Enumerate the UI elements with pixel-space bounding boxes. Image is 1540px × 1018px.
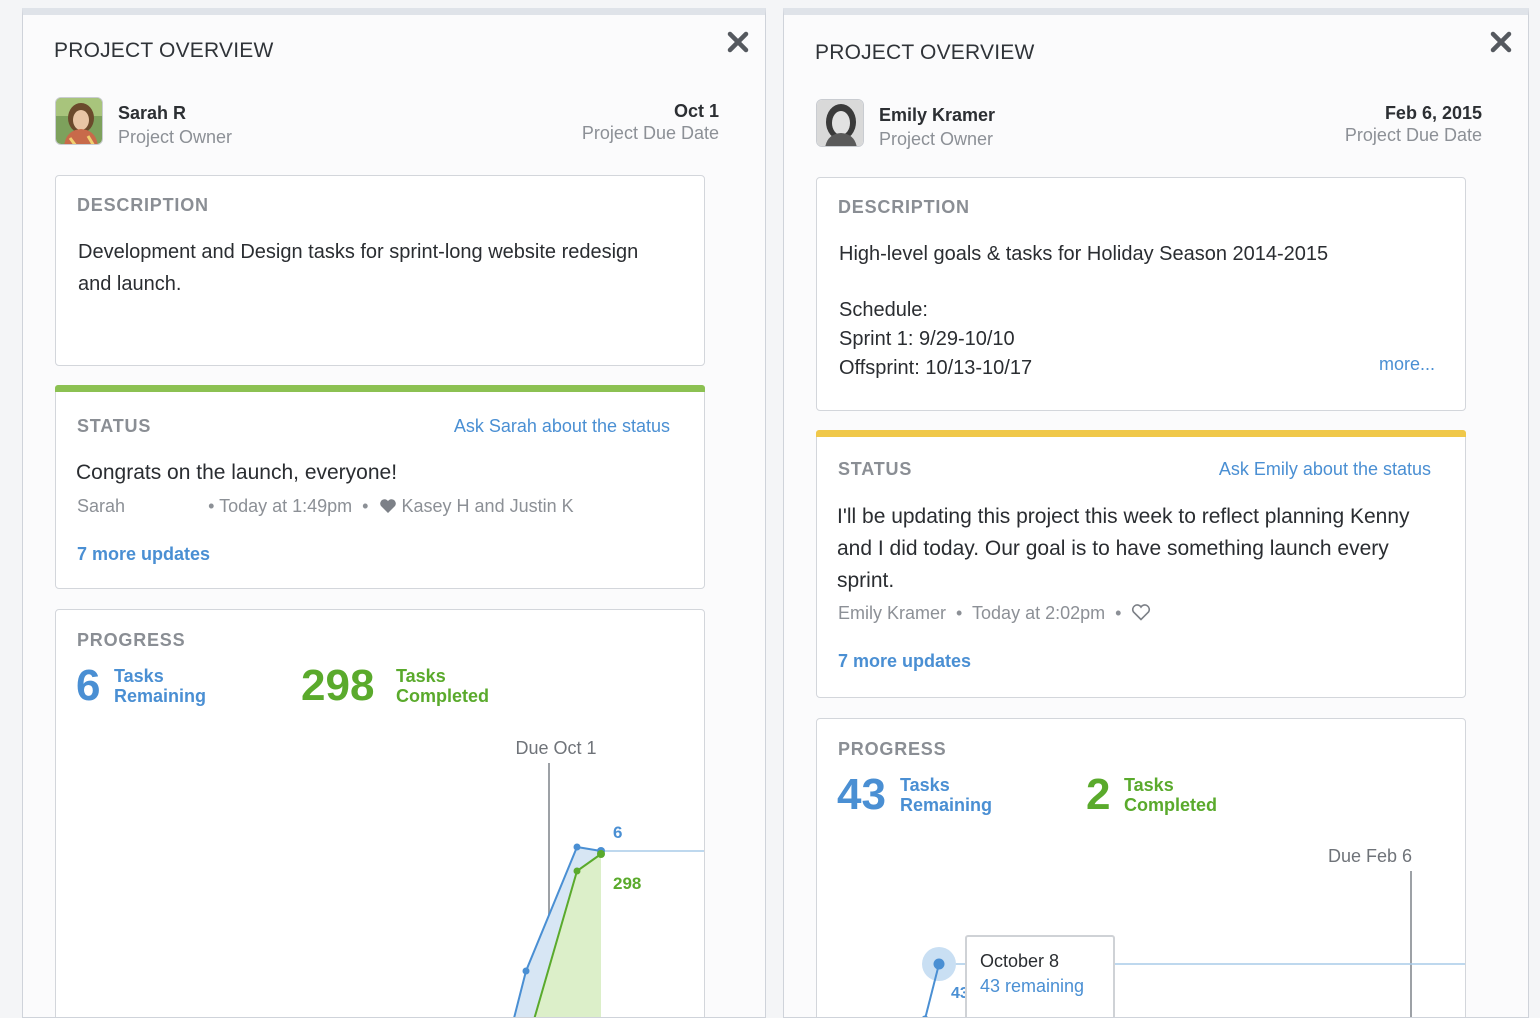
close-icon[interactable]: [725, 29, 751, 55]
more-updates-link[interactable]: 7 more updates: [838, 651, 971, 672]
due-marker-label: Due Oct 1: [515, 738, 596, 758]
status-meta: Emily Kramer • Today at 2:02pm •: [838, 603, 1151, 624]
status-color-bar: [55, 385, 705, 392]
description-line: Offsprint: 10/13-10/17: [839, 354, 1425, 383]
due-date-label: Project Due Date: [582, 123, 719, 144]
panel-title: PROJECT OVERVIEW: [54, 39, 273, 63]
description-line: High-level goals & tasks for Holiday Sea…: [839, 238, 1425, 270]
status-author: Sarah: [77, 496, 125, 516]
panel-title: PROJECT OVERVIEW: [815, 41, 1034, 65]
remaining-end-label: 6: [613, 823, 622, 842]
owner-role: Project Owner: [118, 127, 232, 148]
ask-about-status-link[interactable]: Ask Emily about the status: [1219, 459, 1431, 480]
description-card: DESCRIPTION High-level goals & tasks for…: [816, 177, 1466, 411]
status-heading: STATUS: [77, 416, 151, 437]
separator-dot: •: [951, 603, 967, 623]
status-time: Today at 2:02pm: [972, 603, 1105, 623]
remaining-point: [574, 844, 581, 851]
description-more-link[interactable]: more...: [1379, 354, 1435, 375]
due-date-label: Project Due Date: [1345, 125, 1482, 146]
status-message: Congrats on the launch, everyone!: [76, 457, 674, 489]
project-overview-panel-right: PROJECT OVERVIEW Emily Kramer Project Ow…: [783, 8, 1529, 1018]
status-time: Today at 1:49pm: [219, 496, 352, 516]
completed-point: [574, 868, 581, 875]
project-overview-panel-left: PROJECT OVERVIEW Sarah R Project Owner O…: [22, 8, 766, 1018]
owner-name[interactable]: Emily Kramer: [879, 105, 995, 126]
owner-name[interactable]: Sarah R: [118, 103, 186, 124]
description-line: Schedule:: [839, 296, 1425, 325]
status-card: STATUS Ask Emily about the status I'll b…: [816, 430, 1466, 698]
status-likes[interactable]: Kasey H and Justin K: [402, 496, 574, 516]
heart-outline-icon[interactable]: [1131, 603, 1151, 623]
status-color-bar: [816, 430, 1466, 437]
owner-role: Project Owner: [879, 129, 993, 150]
due-date: Oct 1: [674, 101, 719, 122]
heart-icon[interactable]: [379, 496, 397, 516]
owner-avatar: [55, 97, 103, 145]
status-heading: STATUS: [838, 459, 912, 480]
remaining-point: [523, 968, 530, 975]
status-meta: Sarah • Today at 1:49pm • Kasey H and Ju…: [77, 496, 574, 517]
burnup-chart: Due Feb 6 43: [817, 719, 1466, 1018]
description-card: DESCRIPTION Development and Design tasks…: [55, 175, 705, 366]
chart-tooltip: October 8 43 remaining: [965, 935, 1115, 1018]
completed-end-label: 298: [613, 874, 641, 893]
description-heading: DESCRIPTION: [77, 195, 209, 216]
ask-about-status-link[interactable]: Ask Sarah about the status: [454, 416, 670, 437]
remaining-point: [934, 959, 945, 970]
description-line: Sprint 1: 9/29-10/10: [839, 325, 1425, 354]
status-card: STATUS Ask Sarah about the status Congra…: [55, 385, 705, 589]
description-heading: DESCRIPTION: [838, 197, 970, 218]
owner-avatar: [816, 99, 864, 147]
separator-dot: •: [357, 496, 373, 516]
description-text: Development and Design tasks for sprint-…: [78, 236, 664, 300]
completed-point: [597, 850, 605, 858]
separator-dot: •: [208, 496, 214, 516]
due-marker-label: Due Feb 6: [1328, 846, 1412, 866]
separator-dot: •: [1110, 603, 1126, 623]
due-date: Feb 6, 2015: [1385, 103, 1482, 124]
status-message: I'll be updating this project this week …: [837, 501, 1425, 597]
more-updates-link[interactable]: 7 more updates: [77, 544, 210, 565]
tooltip-remaining: 43 remaining: [980, 973, 1101, 999]
burnup-chart: Due Oct 1 6 298: [56, 610, 705, 1018]
close-icon[interactable]: [1488, 29, 1514, 55]
status-author: Emily Kramer: [838, 603, 946, 623]
tooltip-date: October 8: [980, 949, 1101, 973]
